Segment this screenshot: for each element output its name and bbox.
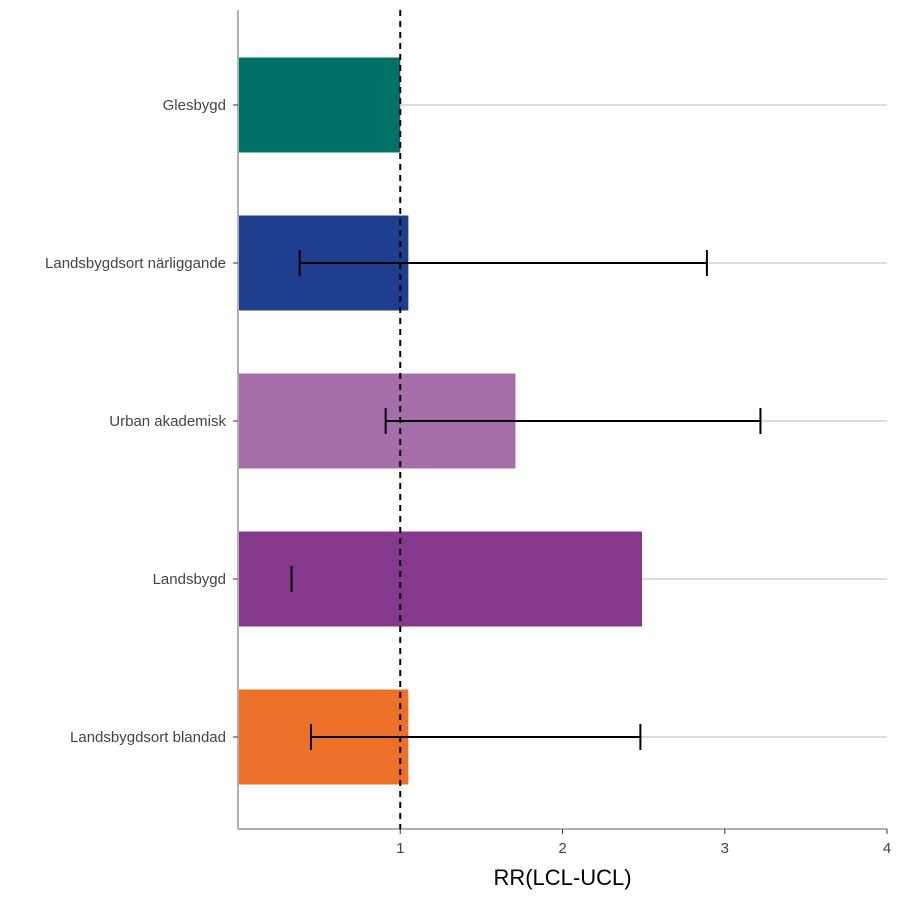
category-labels: Glesbygd Landsbygdsort närliggande Urban a… xyxy=(45,97,238,746)
x-axis-title: RR(LCL-UCL) xyxy=(493,865,631,890)
bar-landsbygd xyxy=(238,531,643,627)
category-label: Landsbygd xyxy=(153,571,226,588)
error-bars xyxy=(290,250,762,750)
category-label: Landsbygdsort blandad xyxy=(70,729,226,746)
x-tick-label: 4 xyxy=(883,840,891,857)
bar-glesbygd xyxy=(238,57,401,153)
category-label: Urban akademisk xyxy=(109,413,226,430)
error-bar-landsbygdsort-närliggande xyxy=(298,250,708,276)
error-bar-landsbygdsort-blandad xyxy=(310,724,642,750)
x-ticks: 1 2 3 4 xyxy=(396,829,891,857)
error-bar-urban-akademisk xyxy=(384,408,762,434)
category-label: Landsbygdsort närliggande xyxy=(45,255,226,272)
x-tick-label: 2 xyxy=(558,840,566,857)
x-tick-label: 3 xyxy=(721,840,729,857)
category-label: Glesbygd xyxy=(163,97,226,114)
x-tick-label: 1 xyxy=(396,840,404,857)
